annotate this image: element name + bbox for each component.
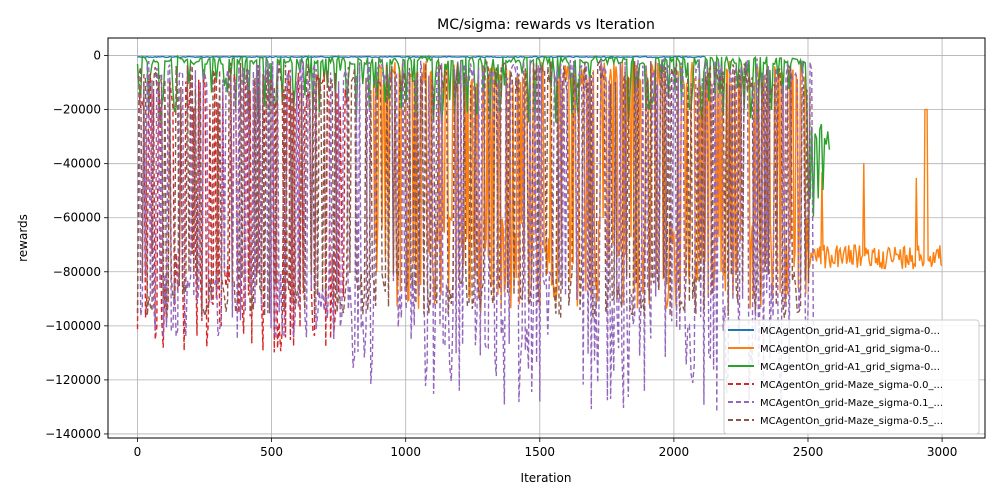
- series-line: [372, 60, 943, 313]
- y-tick-label: −120000: [45, 373, 101, 387]
- series-line: [137, 55, 706, 59]
- y-axis-label: rewards: [16, 214, 30, 262]
- y-tick-label: 0: [93, 49, 101, 63]
- x-tick-label: 500: [260, 445, 283, 459]
- y-tick-label: −20000: [53, 103, 101, 117]
- chart-title: MC/sigma: rewards vs Iteration: [437, 17, 655, 33]
- y-tick-label: −40000: [53, 157, 101, 171]
- ticks: 0 500 1000 1500 2000 2500 3000 0 −20000 −40000 −60…: [45, 49, 957, 459]
- x-axis-label: Iteration: [521, 471, 572, 485]
- legend-label: MCAgentOn_grid-A1_grid_sigma-0...: [760, 326, 940, 337]
- legend-label: MCAgentOn_grid-Maze_sigma-0.5_...: [760, 416, 943, 427]
- x-tick-label: 3000: [927, 445, 958, 459]
- legend-box: [723, 319, 980, 435]
- x-tick-label: 0: [134, 445, 142, 459]
- legend-label: MCAgentOn_grid-A1_grid_sigma-0...: [760, 344, 940, 355]
- x-tick-label: 1500: [525, 445, 556, 459]
- series-line: [136, 59, 811, 318]
- x-tick-label: 2000: [659, 445, 690, 459]
- series-line: [136, 57, 815, 412]
- legend-label: MCAgentOn_grid-Maze_sigma-0.0_...: [760, 380, 943, 391]
- y-tick-label: −140000: [45, 427, 101, 441]
- legend-label: MCAgentOn_grid-Maze_sigma-0.1_...: [760, 398, 943, 409]
- series-line: [136, 70, 348, 353]
- plot-frame: [107, 37, 986, 439]
- x-tick-label: 2500: [793, 445, 824, 459]
- x-tick-label: 1000: [390, 445, 421, 459]
- legend: MCAgentOn_grid-A1_grid_sigma-0... MCAgent…: [723, 319, 980, 435]
- y-tick-label: −80000: [53, 265, 101, 279]
- series-group: [136, 54, 943, 412]
- y-tick-label: −60000: [53, 211, 101, 225]
- legend-label: MCAgentOn_grid-A1_grid_sigma-0...: [760, 362, 940, 373]
- y-tick-label: −100000: [45, 319, 101, 333]
